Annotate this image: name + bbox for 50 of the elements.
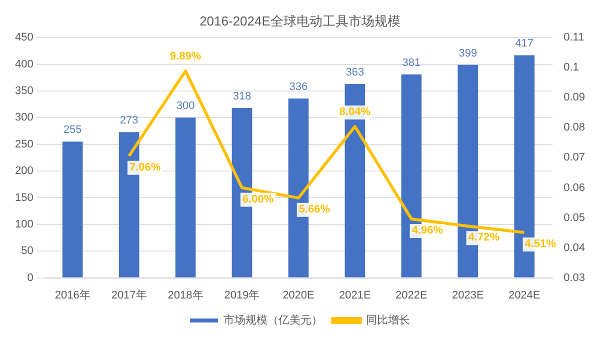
bar bbox=[62, 142, 83, 278]
data-label: 399 bbox=[458, 47, 478, 60]
legend-label: 市场规模（亿美元） bbox=[224, 314, 322, 327]
data-label: 318 bbox=[232, 90, 252, 103]
data-label: 4.72% bbox=[468, 232, 500, 244]
y2-tick-label: 0.05 bbox=[564, 212, 586, 224]
y2-tick-label: 0.06 bbox=[564, 182, 586, 194]
y2-tick-label: 0.09 bbox=[564, 92, 586, 104]
data-label: 4.51% bbox=[524, 238, 556, 250]
bar bbox=[175, 118, 196, 278]
data-label: 7.06% bbox=[129, 161, 161, 174]
x-tick-label: 2016年 bbox=[54, 289, 90, 302]
y2-tick-label: 0.07 bbox=[564, 152, 586, 164]
y2-tick-label: 0.1 bbox=[564, 62, 579, 74]
y2-tick-label: 0.04 bbox=[564, 242, 586, 254]
y-tick-label: 200 bbox=[14, 165, 34, 178]
data-label: 336 bbox=[289, 80, 308, 93]
x-tick-label: 2019年 bbox=[224, 289, 260, 302]
y-tick-label: 250 bbox=[14, 138, 34, 150]
y-tick-label: 50 bbox=[21, 245, 34, 258]
x-tick-label: 2022E bbox=[396, 289, 428, 302]
x-tick-label: 2023E bbox=[452, 289, 484, 302]
x-tick-label: 2021E bbox=[339, 289, 371, 302]
data-label: 4.96% bbox=[412, 224, 444, 236]
y-tick-label: 150 bbox=[14, 192, 34, 204]
x-tick-label: 2024E bbox=[508, 289, 540, 302]
y-tick-label: 350 bbox=[14, 85, 34, 98]
data-label: 273 bbox=[120, 114, 138, 127]
data-label: 5.66% bbox=[298, 203, 330, 216]
y-tick-label: 450 bbox=[14, 32, 34, 44]
y-tick-label: 0 bbox=[27, 272, 34, 284]
data-label: 9.89% bbox=[170, 50, 202, 62]
data-label: 381 bbox=[402, 56, 421, 69]
chart-title: 2016-2024E全球电动工具市场规模 bbox=[200, 13, 400, 28]
y-tick-label: 100 bbox=[14, 218, 34, 230]
data-label: 300 bbox=[176, 100, 195, 112]
data-label: 255 bbox=[63, 124, 82, 136]
y2-tick-label: 0.03 bbox=[564, 272, 586, 284]
x-tick-label: 2017年 bbox=[111, 289, 147, 302]
legend-label: 同比增长 bbox=[366, 314, 410, 327]
data-label: 6.00% bbox=[242, 193, 274, 206]
data-label: 363 bbox=[346, 66, 364, 79]
y2-tick-label: 0.08 bbox=[564, 122, 586, 134]
data-label: 8.04% bbox=[339, 106, 371, 118]
y-tick-label: 300 bbox=[14, 112, 34, 124]
data-label: 417 bbox=[515, 38, 534, 50]
y2-tick-label: 0.11 bbox=[564, 32, 584, 44]
y-tick-label: 400 bbox=[14, 58, 34, 70]
x-tick-label: 2018年 bbox=[168, 289, 204, 302]
x-tick-label: 2020E bbox=[282, 289, 314, 302]
